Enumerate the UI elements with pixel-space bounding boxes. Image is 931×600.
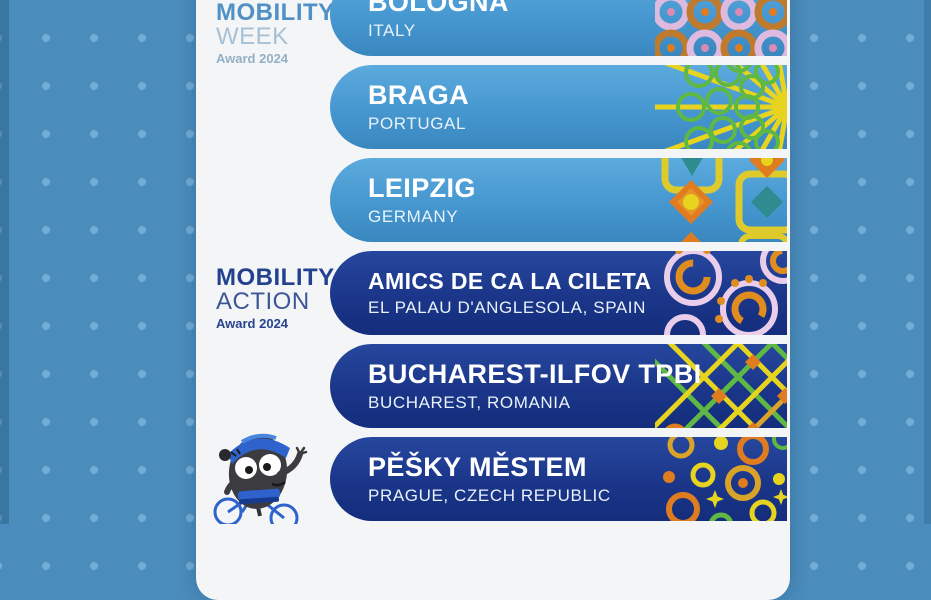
city-name: BOLOGNA: [368, 0, 509, 17]
circles-sparkles-pattern-icon: [655, 437, 787, 521]
banner-text: PĚŠKY MĚSTEM PRAGUE, CZECH REPUBLIC: [368, 452, 611, 506]
finalist-banner-bucharest: BUCHAREST-ILFOV TPBI BUCHAREST, ROMANIA: [330, 344, 787, 428]
finalist-banner-braga: BRAGA PORTUGAL: [330, 65, 787, 149]
left-edge-shade: [0, 0, 9, 524]
banner-text: BOLOGNA ITALY: [368, 0, 509, 41]
diamond-lattice-pattern-icon: [655, 344, 787, 428]
city-name: PĚŠKY MĚSTEM: [368, 452, 587, 482]
country-name: GERMANY: [368, 207, 459, 226]
action-label-line3: Award 2024: [216, 315, 289, 331]
country-name: BUCHAREST, ROMANIA: [368, 393, 571, 412]
action-label-line2: ACTION: [216, 288, 310, 316]
mobility-action-award-label: MOBILITY ACTION Award 2024: [216, 264, 335, 331]
week-label-line1: MOBILITY: [216, 0, 335, 26]
tile-squares-pattern-icon: [655, 158, 787, 242]
sunburst-mandala-pattern-icon: [655, 65, 787, 149]
country-name: PRAGUE, CZECH REPUBLIC: [368, 486, 611, 505]
country-name: ITALY: [368, 21, 416, 40]
city-name: BRAGA: [368, 80, 469, 110]
banner-text: AMICS DE CA LA CILETA EL PALAU D'ANGLESO…: [368, 268, 652, 318]
finalist-banner-pesky: PĚŠKY MĚSTEM PRAGUE, CZECH REPUBLIC: [330, 437, 787, 521]
week-label-line3: Award 2024: [216, 50, 289, 66]
city-name: LEIPZIG: [368, 173, 476, 203]
mobility-week-award-label: MOBILITY WEEK Award 2024: [216, 0, 335, 66]
rings-grid-pattern-icon: [655, 0, 787, 56]
cyclist-mascot-icon: [196, 424, 330, 533]
banner-text: BUCHAREST-ILFOV TPBI BUCHAREST, ROMANIA: [368, 359, 702, 413]
city-name: BUCHAREST-ILFOV TPBI: [368, 359, 702, 389]
banner-text: BRAGA PORTUGAL: [368, 80, 469, 134]
finalist-banner-bologna: BOLOGNA ITALY: [330, 0, 787, 56]
finalist-banner-leipzig: LEIPZIG GERMANY: [330, 158, 787, 242]
country-name: PORTUGAL: [368, 114, 467, 133]
banner-text: LEIPZIG GERMANY: [368, 173, 476, 227]
right-edge-shade: [924, 0, 931, 524]
action-label-line1: MOBILITY: [216, 264, 335, 291]
finalist-banner-amics: AMICS DE CA LA CILETA EL PALAU D'ANGLESO…: [330, 251, 787, 335]
concentric-arcs-pattern-icon: [655, 251, 787, 335]
country-name: EL PALAU D'ANGLESOLA, SPAIN: [368, 298, 647, 317]
week-label-line2: WEEK: [216, 23, 289, 51]
city-name: AMICS DE CA LA CILETA: [368, 268, 652, 294]
